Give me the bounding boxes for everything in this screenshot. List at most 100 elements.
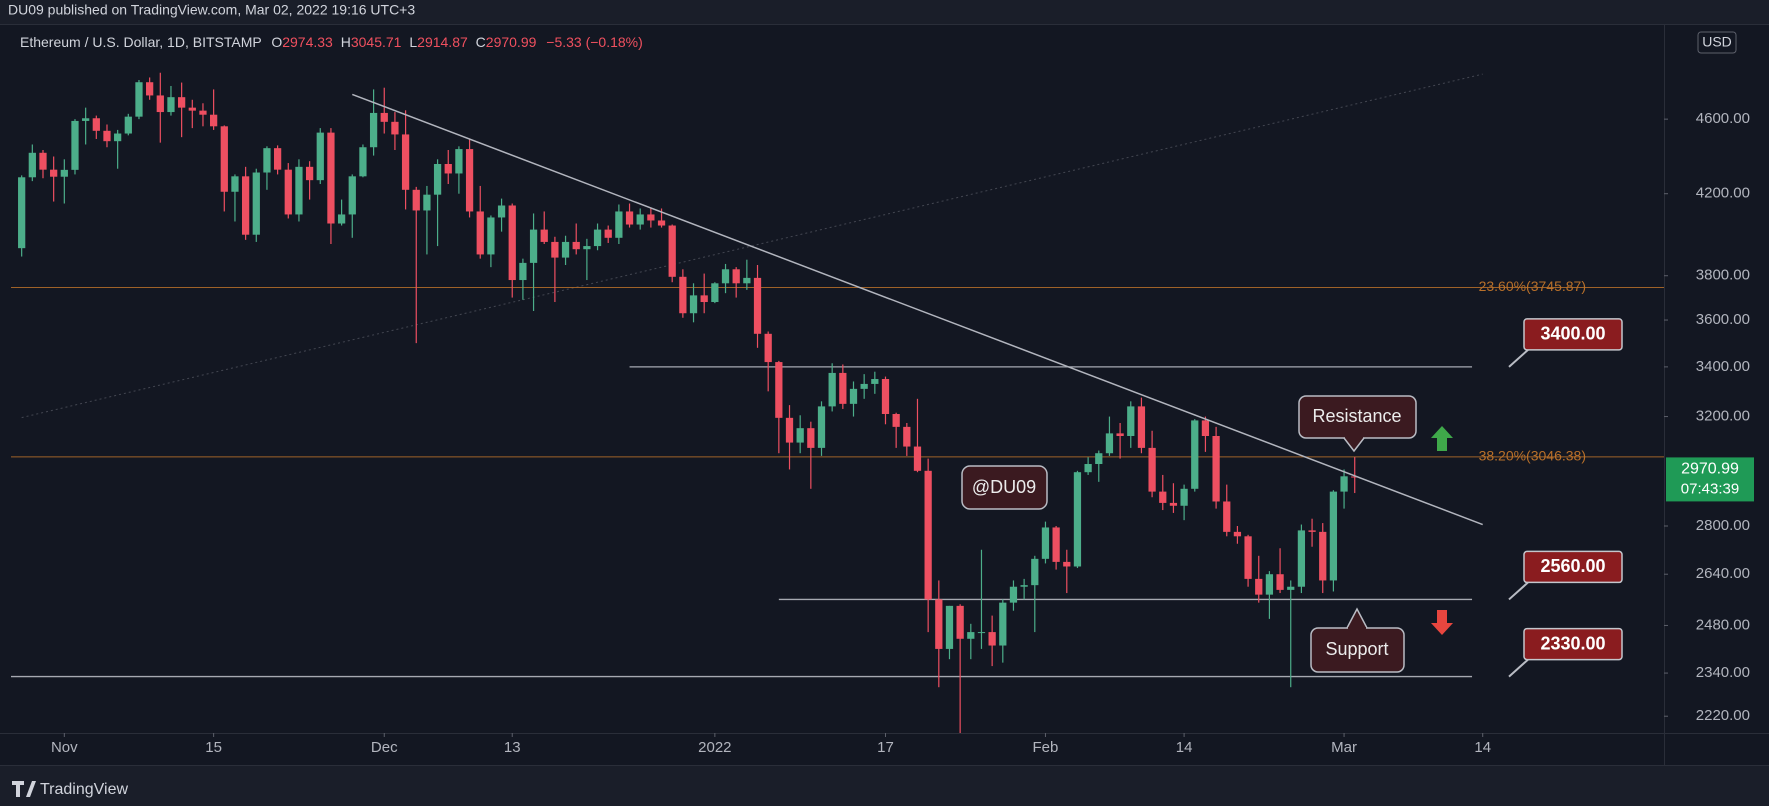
x-tick-label: 2022 (698, 739, 731, 756)
resistance-callout: Resistance (1298, 395, 1417, 453)
candle-body (988, 632, 996, 646)
candle-body (103, 130, 111, 142)
candle-body (700, 295, 708, 303)
candle-body (359, 147, 367, 177)
candle-body (1265, 574, 1274, 595)
candle-body (50, 169, 58, 177)
currency-badge: USD (1697, 31, 1737, 54)
level-box (1523, 627, 1623, 661)
change: −5.33 (−0.18%) (546, 34, 643, 50)
candle-body (647, 214, 655, 221)
top-bar (0, 0, 1769, 24)
currency-box (1697, 31, 1737, 54)
y-tick-label: 3600.00 (1696, 311, 1750, 328)
trendline (351, 93, 1483, 526)
x-tick-label: 13 (504, 739, 521, 756)
candle-body (529, 229, 538, 263)
candle-body (188, 107, 196, 111)
candle-body (497, 205, 506, 218)
candle-body (743, 277, 751, 284)
candle-body (178, 97, 186, 108)
candle-body (284, 169, 292, 215)
candle-body (1297, 530, 1306, 587)
author-callout: @DU09 (961, 465, 1048, 510)
candle-body (465, 149, 474, 212)
candle-body (1276, 574, 1284, 590)
candle-body (444, 164, 452, 174)
candle-body (903, 426, 911, 447)
candle-body (92, 118, 100, 131)
ohlc-value: 2974.33 (282, 34, 333, 50)
candle-body (28, 152, 36, 178)
ohlc-value: 2914.87 (417, 34, 468, 50)
countdown: 07:43:39 (1681, 480, 1739, 497)
candle-body (114, 133, 122, 142)
y-tick-label: 2340.00 (1696, 664, 1750, 681)
candle-body (1073, 472, 1082, 567)
candle-body (881, 379, 890, 415)
published-note: DU09 published on TradingView.com, Mar 0… (8, 2, 415, 18)
candle-body (721, 269, 730, 284)
up-arrow (1431, 426, 1453, 451)
y-tick-label: 3200.00 (1696, 408, 1750, 425)
candle-body (551, 241, 559, 258)
candle-body (146, 82, 154, 96)
candle-body (305, 166, 314, 181)
bottom-bar (0, 766, 1769, 806)
fib-label: 23.60%(3745.87) (1479, 278, 1586, 294)
candle-body (1116, 433, 1124, 436)
candle-body (1287, 586, 1295, 590)
y-tick-label: 2800.00 (1696, 517, 1750, 534)
candle-body (625, 211, 634, 225)
y-tick-label: 2220.00 (1696, 707, 1750, 724)
candle-body (1031, 558, 1039, 586)
candle-body (732, 269, 740, 284)
ohlc-prefix: L (409, 34, 417, 50)
candle-body (807, 428, 815, 448)
last-price: 2970.99 (1681, 461, 1739, 478)
candle-body (487, 217, 495, 255)
candle-body (135, 82, 143, 117)
callout-box (961, 465, 1048, 510)
candle-body (593, 229, 602, 247)
candle-body (775, 362, 783, 418)
candle-body (18, 177, 26, 249)
x-tick-label: 14 (1176, 739, 1193, 756)
candle-body (753, 277, 762, 334)
level-label: 2560.00 (1540, 556, 1605, 576)
candle-body (433, 164, 442, 195)
ohlc-value: 3045.71 (351, 34, 402, 50)
candle-body (252, 172, 260, 235)
y-tick-label: 3400.00 (1696, 358, 1750, 375)
candle-body (423, 194, 431, 211)
level-label: 3400.00 (1540, 324, 1605, 344)
candle-body (828, 372, 836, 407)
candle-body (401, 134, 410, 190)
candle-body (1159, 491, 1167, 503)
candle-body (935, 599, 943, 649)
candle-body (572, 241, 580, 250)
candle-body (124, 116, 132, 134)
x-tick-label: 17 (877, 739, 894, 756)
callout-pointer (1343, 437, 1365, 453)
candle-body (1180, 488, 1188, 506)
candle-body (871, 379, 879, 384)
y-tick-label: 2480.00 (1696, 616, 1750, 633)
candle-body (455, 149, 463, 174)
candle-body (1105, 433, 1114, 454)
candle-body (1148, 447, 1156, 492)
x-tick-label: Dec (371, 739, 398, 756)
candle-body (839, 372, 847, 404)
candle-body (39, 152, 47, 170)
ohlc-prefix: H (341, 34, 351, 50)
candle-body (1020, 585, 1028, 587)
legend: Ethereum / U.S. Dollar, 1D, BITSTAMP O29… (20, 34, 643, 50)
candle-body (1041, 527, 1050, 559)
candle-body (785, 417, 794, 443)
candle-body (273, 148, 282, 170)
candle-body (71, 120, 79, 170)
candle-body (764, 333, 772, 363)
candle-body (1084, 464, 1092, 473)
candle-body (209, 114, 218, 127)
